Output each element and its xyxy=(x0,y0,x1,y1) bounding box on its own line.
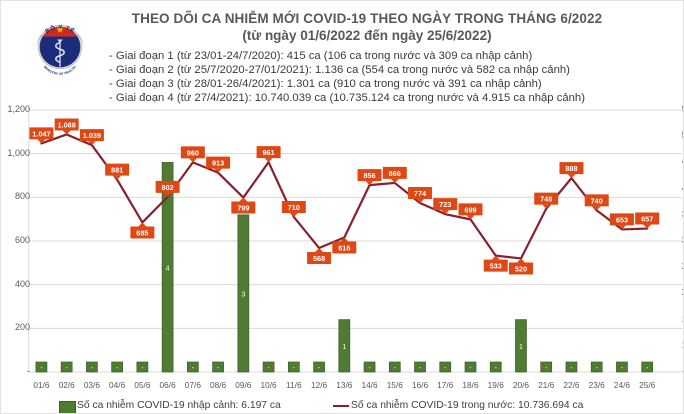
svg-text:1.047: 1.047 xyxy=(32,129,50,138)
svg-text:685: 685 xyxy=(136,228,148,237)
svg-text:723: 723 xyxy=(439,200,451,209)
svg-text:748: 748 xyxy=(540,195,552,204)
svg-text:913: 913 xyxy=(212,159,224,168)
svg-text:799: 799 xyxy=(237,204,249,213)
svg-text:520: 520 xyxy=(515,264,527,273)
svg-text:960: 960 xyxy=(187,148,199,157)
svg-text:653: 653 xyxy=(616,215,628,224)
svg-text:4: 4 xyxy=(166,265,170,272)
svg-text:1.088: 1.088 xyxy=(58,120,76,129)
svg-text:3: 3 xyxy=(241,292,245,299)
svg-text:1: 1 xyxy=(519,344,523,351)
svg-text:533: 533 xyxy=(490,262,502,271)
svg-text:1: 1 xyxy=(342,344,346,351)
svg-text:856: 856 xyxy=(363,171,375,180)
svg-text:568: 568 xyxy=(313,254,325,263)
svg-text:1.039: 1.039 xyxy=(83,131,101,140)
svg-text:774: 774 xyxy=(414,189,427,198)
svg-text:710: 710 xyxy=(288,203,300,212)
svg-text:657: 657 xyxy=(641,215,653,224)
svg-text:866: 866 xyxy=(389,169,401,178)
svg-text:888: 888 xyxy=(565,164,577,173)
svg-text:740: 740 xyxy=(591,196,603,205)
svg-text:699: 699 xyxy=(464,205,476,214)
svg-text:881: 881 xyxy=(111,166,123,175)
svg-text:802: 802 xyxy=(162,183,174,192)
svg-text:616: 616 xyxy=(338,244,350,253)
svg-text:961: 961 xyxy=(262,148,274,157)
